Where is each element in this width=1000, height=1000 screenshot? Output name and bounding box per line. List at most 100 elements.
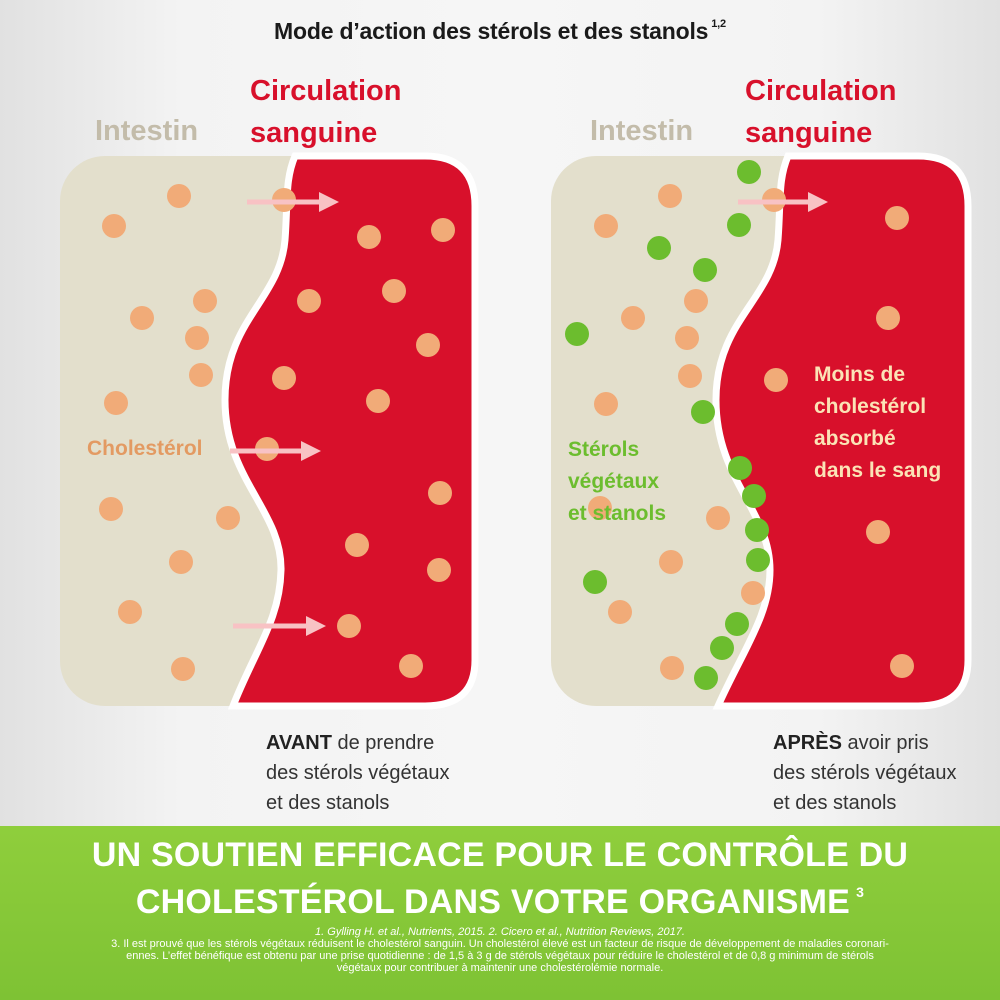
caption-line2: des stérols végétaux: [773, 762, 957, 784]
absorption-arrows: [738, 192, 828, 212]
cholesterol-dot: [272, 366, 296, 390]
caption-line3: et des stanols: [266, 792, 390, 814]
circulation-label-line1: Circulation: [250, 75, 402, 107]
cholesterol-dot: [382, 279, 406, 303]
cholesterol-dot: [399, 654, 423, 678]
cholesterol-dot: [659, 550, 683, 574]
sterol-dot: [710, 636, 734, 660]
cholesterol-dot: [890, 654, 914, 678]
cholesterol-dot: [130, 306, 154, 330]
less-absorbed-line4: dans le sang: [814, 459, 942, 482]
after-panel: Intestin Circulation sanguine: [548, 70, 988, 814]
cholesterol-dot: [431, 218, 455, 242]
bottom-banner: UN SOUTIEN EFFICACE POUR LE CONTRÔLE DU …: [0, 826, 1000, 1000]
caption-bold: APRÈS: [773, 732, 842, 754]
sterol-dot: [691, 400, 715, 424]
caption-bold: AVANT: [266, 732, 332, 754]
cholesterol-dot: [678, 364, 702, 388]
caption-line3: et des stanols: [773, 792, 897, 814]
cholesterol-dot: [660, 656, 684, 680]
absorption-arrows: [230, 192, 339, 636]
cholesterol-dots: [588, 184, 786, 680]
intestin-label: Intestin: [590, 115, 694, 147]
circulation-label: Circulation sanguine: [745, 70, 896, 154]
sterol-dot: [742, 484, 766, 508]
sterol-dot: [737, 160, 761, 184]
sterol-dot: [746, 548, 770, 572]
title-footnote-ref: 1,2: [711, 18, 726, 30]
circulation-label: Circulation sanguine: [250, 70, 401, 154]
cholesterol-dot: [594, 392, 618, 416]
arrow-head: [301, 441, 321, 461]
sterol-dot: [745, 518, 769, 542]
less-absorbed-line1: Moins de: [814, 363, 906, 386]
less-absorbed-line2: cholestérol: [814, 395, 927, 418]
cholesterol-dot: [416, 333, 440, 357]
sterols-label: Stérols végétaux et stanols: [568, 434, 666, 530]
sterols-label-line1: Stérols: [568, 438, 640, 461]
cholesterol-dot: [608, 600, 632, 624]
arrow-head: [319, 192, 339, 212]
cholesterol-dot: [866, 520, 890, 544]
banner-headline-line2: CHOLESTÉROL DANS VOTRE ORGANISME 3: [0, 883, 1000, 922]
footnote-line3: végétaux pour contribuer à maintenir une…: [336, 962, 664, 974]
sterol-dot: [693, 258, 717, 282]
title-text: Mode d’action des stérols et des stanols: [274, 18, 709, 44]
cholesterol-dot: [169, 550, 193, 574]
cholesterol-dot: [428, 481, 452, 505]
page-title: Mode d’action des stérols et des stanols…: [0, 18, 1000, 45]
cholesterol-dot: [885, 206, 909, 230]
footnote-references: 1. Gylling H. et al., Nutrients, 2015. 2…: [315, 926, 685, 938]
sterols-label-line3: et stanols: [568, 502, 667, 525]
circulation-label-line2: sanguine: [745, 117, 873, 149]
sterol-dot: [728, 456, 752, 480]
cholesterol-dot: [876, 306, 900, 330]
sterol-dot: [647, 236, 671, 260]
caption-line1: avoir pris: [841, 732, 929, 754]
cholesterol-dot: [427, 558, 451, 582]
cholesterol-dot: [193, 289, 217, 313]
blood-cholesterol-dots: [764, 206, 914, 678]
circulation-label-line2: sanguine: [250, 117, 378, 149]
cholesterol-dot: [297, 289, 321, 313]
blood-cholesterol-dots: [272, 218, 455, 678]
less-absorbed-label: Moins de cholestérol absorbé dans le san…: [814, 359, 941, 487]
arrow-head: [306, 616, 326, 636]
banner-headline-line2-text: CHOLESTÉROL DANS VOTRE ORGANISME: [135, 883, 851, 921]
footnote-line1: 3. Il est prouvé que les stérols végétau…: [111, 938, 889, 950]
cholesterol-dot: [594, 214, 618, 238]
banner-footnote-ref: 3: [856, 884, 865, 900]
cholesterol-dot: [764, 368, 788, 392]
after-caption: APRÈS avoir pris des stérols végétaux et…: [773, 728, 956, 818]
cholesterol-dot: [345, 533, 369, 557]
cholesterol-dot: [167, 184, 191, 208]
caption-line1: de prendre: [331, 732, 435, 754]
cholesterol-dot: [99, 497, 123, 521]
cholesterol-dot: [171, 657, 195, 681]
sterol-dot: [725, 612, 749, 636]
cholesterol-dot: [684, 289, 708, 313]
before-caption: AVANT de prendre des stérols végétaux et…: [266, 728, 449, 818]
cholesterol-dot: [118, 600, 142, 624]
less-absorbed-line3: absorbé: [814, 427, 896, 450]
cholesterol-dot: [675, 326, 699, 350]
arrow-head: [808, 192, 828, 212]
after-diagram: [551, 152, 972, 710]
sterol-dot: [727, 213, 751, 237]
cholesterol-dot: [706, 506, 730, 530]
circulation-label-line1: Circulation: [745, 75, 897, 107]
banner-headline-line1: UN SOUTIEN EFFICACE POUR LE CONTRÔLE DU: [91, 836, 909, 874]
sterol-dot: [694, 666, 718, 690]
cholesterol-dot: [337, 614, 361, 638]
cholesterol-dot: [621, 306, 645, 330]
cholesterol-dot: [104, 391, 128, 415]
cholesterol-dot: [741, 581, 765, 605]
cholesterol-dot: [357, 225, 381, 249]
before-diagram: [60, 152, 479, 710]
blood-vessel: [221, 152, 479, 710]
sterol-dot: [583, 570, 607, 594]
cholesterol-dot: [189, 363, 213, 387]
sterol-dots: [565, 160, 770, 690]
sterol-dot: [565, 322, 589, 346]
cholesterol-dot: [216, 506, 240, 530]
